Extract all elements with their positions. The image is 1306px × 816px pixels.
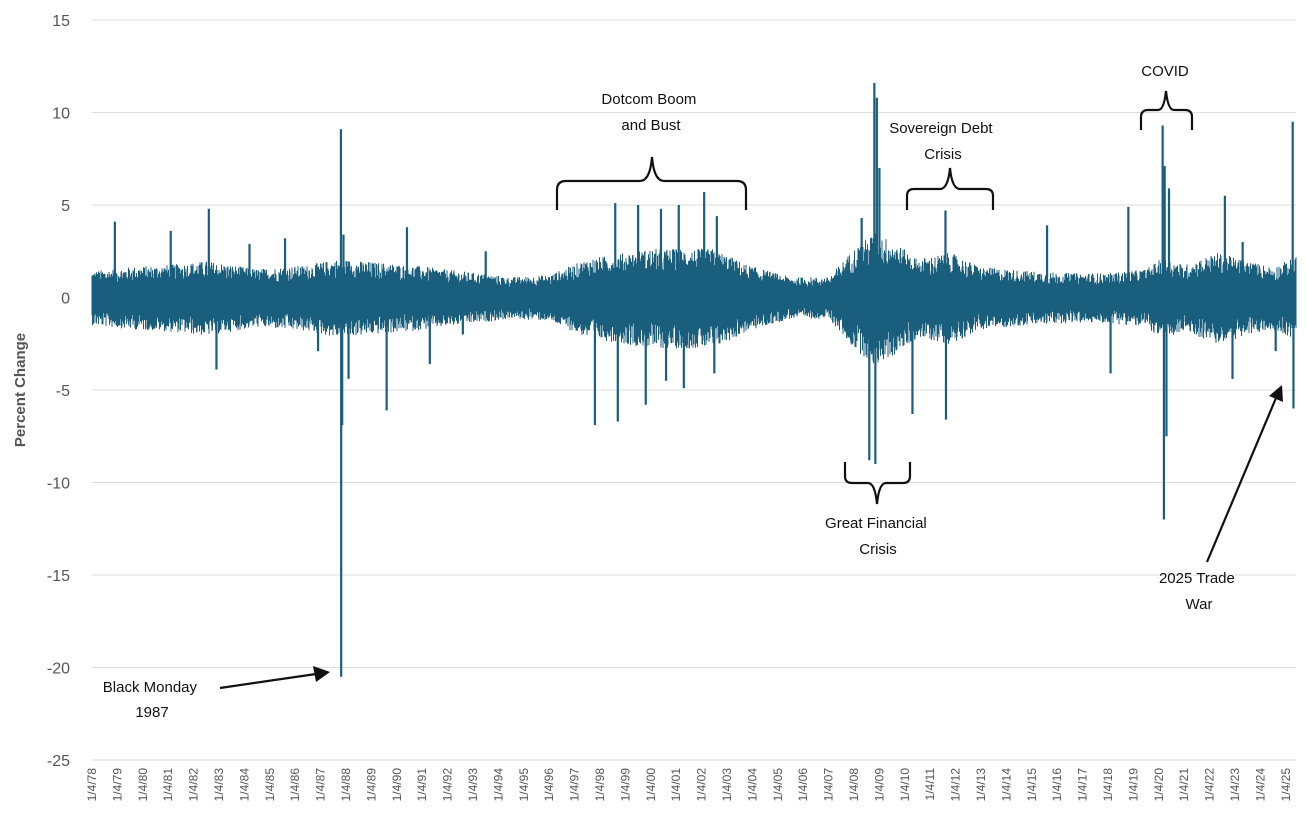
- x-tick-label: 1/4/97: [568, 768, 582, 802]
- x-tick-label: 1/4/23: [1228, 768, 1242, 802]
- x-tick-label: 1/4/22: [1203, 768, 1217, 802]
- y-axis-ticks: 15 10 5 0 -5 -10 -15 -20 -25: [47, 13, 70, 770]
- series-daily-percent-change: [91, 82, 1297, 677]
- annotation-trade-war: 2025 Trade War: [1159, 570, 1239, 613]
- x-tick-label: 1/4/92: [441, 768, 455, 802]
- y-tick-label: -15: [47, 568, 70, 585]
- x-axis-ticks: 1/4/78 1/4/79 1/4/80 1/4/81 1/4/82 1/4/83 1/4/…: [85, 768, 1293, 802]
- black-monday-arrow: [219, 672, 317, 690]
- x-tick-label: 1/4/81: [161, 768, 175, 802]
- y-tick-label: -5: [56, 383, 70, 400]
- x-tick-label: 1/4/03: [720, 768, 734, 802]
- annotation-black-monday: Black Monday 1987: [103, 679, 201, 721]
- y-tick-label: 15: [52, 13, 70, 30]
- x-tick-label: 1/4/18: [1101, 768, 1115, 802]
- x-tick-label: 1/4/01: [669, 768, 683, 802]
- x-tick-label: 1/4/09: [872, 768, 886, 802]
- sovereign-bracket: [905, 167, 995, 210]
- y-tick-label: 5: [61, 198, 70, 215]
- annotation-sovereign: Sovereign Debt Crisis: [889, 120, 997, 163]
- x-tick-label: 1/4/99: [618, 768, 632, 802]
- x-tick-label: 1/4/90: [390, 768, 404, 802]
- x-tick-label: 1/4/04: [745, 768, 759, 802]
- x-tick-label: 1/4/25: [1279, 768, 1293, 802]
- x-tick-label: 1/4/89: [364, 768, 378, 802]
- x-tick-label: 1/4/10: [898, 768, 912, 802]
- x-tick-label: 1/4/17: [1076, 768, 1090, 802]
- trade-war-arrow: [1205, 397, 1278, 563]
- annotation-gfc: Great Financial Crisis: [825, 515, 931, 558]
- x-tick-label: 1/4/14: [999, 768, 1013, 802]
- covid-bracket: [1139, 90, 1194, 130]
- x-tick-label: 1/4/96: [542, 768, 556, 802]
- annotation-covid: COVID: [1141, 63, 1189, 80]
- series-noise-band: [91, 233, 1297, 364]
- x-tick-label: 1/4/24: [1253, 768, 1267, 802]
- x-tick-label: 1/4/93: [466, 768, 480, 802]
- x-tick-label: 1/4/13: [974, 768, 988, 802]
- x-tick-label: 1/4/21: [1177, 768, 1191, 802]
- dotcom-bracket: [555, 156, 748, 210]
- x-tick-label: 1/4/16: [1050, 768, 1064, 802]
- x-tick-label: 1/4/83: [212, 768, 226, 802]
- y-tick-label: 10: [52, 106, 70, 123]
- annotation-texts: Black Monday 1987 Dotcom Boom and Bust G…: [103, 63, 1239, 721]
- x-tick-label: 1/4/12: [949, 768, 963, 802]
- y-tick-label: -20: [47, 661, 70, 678]
- x-tick-label: 1/4/08: [847, 768, 861, 802]
- x-tick-label: 1/4/95: [517, 768, 531, 802]
- y-axis-label: Percent Change: [12, 333, 29, 447]
- x-tick-label: 1/4/79: [110, 768, 124, 802]
- x-tick-label: 1/4/15: [1025, 768, 1039, 802]
- x-tick-label: 1/4/98: [593, 768, 607, 802]
- x-tick-label: 1/4/80: [136, 768, 150, 802]
- x-tick-label: 1/4/86: [288, 768, 302, 802]
- x-tick-label: 1/4/84: [237, 768, 251, 802]
- gfc-bracket: [843, 462, 912, 505]
- x-tick-label: 1/4/85: [263, 768, 277, 802]
- x-tick-label: 1/4/91: [415, 768, 429, 802]
- y-tick-label: 0: [61, 291, 70, 308]
- x-tick-label: 1/4/87: [314, 768, 328, 802]
- trade-war-arrowhead: [1269, 385, 1283, 402]
- x-tick-label: 1/4/02: [695, 768, 709, 802]
- grid-lines: [92, 19, 1296, 761]
- annotation-marks: [219, 90, 1283, 690]
- x-tick-label: 1/4/06: [796, 768, 810, 802]
- x-tick-label: 1/4/11: [923, 768, 937, 801]
- x-tick-label: 1/4/82: [187, 768, 201, 802]
- annotation-dotcom: Dotcom Boom and Bust: [601, 91, 700, 134]
- x-tick-label: 1/4/05: [771, 768, 785, 802]
- y-tick-label: -25: [47, 753, 70, 770]
- x-tick-label: 1/4/20: [1152, 768, 1166, 802]
- x-tick-label: 1/4/94: [491, 768, 505, 802]
- x-tick-label: 1/4/00: [644, 768, 658, 802]
- black-monday-arrowhead: [313, 666, 330, 682]
- x-tick-label: 1/4/78: [85, 768, 99, 802]
- x-tick-label: 1/4/88: [339, 768, 353, 802]
- y-tick-label: -10: [47, 476, 70, 493]
- x-tick-label: 1/4/19: [1126, 768, 1140, 802]
- x-tick-label: 1/4/07: [822, 768, 836, 802]
